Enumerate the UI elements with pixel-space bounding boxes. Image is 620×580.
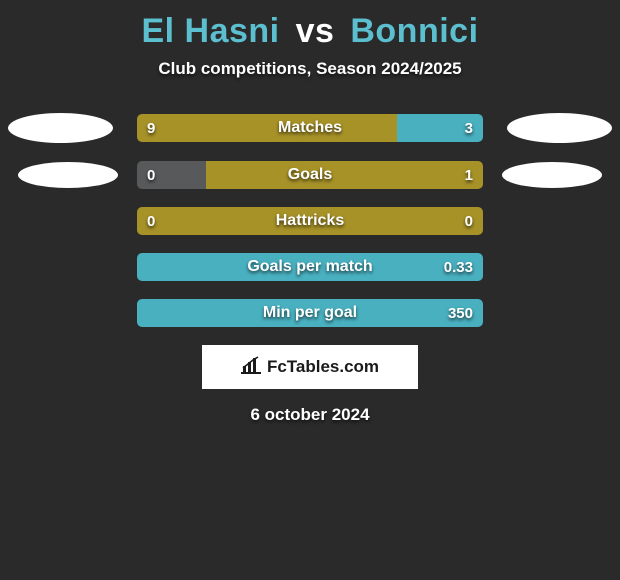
player1-name: El Hasni [141,12,279,50]
remaining-bars: 0 0 Hattricks 0.33 Goals per match 350 M… [0,207,620,327]
comparison-title: El Hasni vs Bonnici [0,0,620,51]
stat-bar-hattricks: 0 0 Hattricks [137,207,483,235]
stat-bar-min-per-goal: 350 Min per goal [137,299,483,327]
bar-label: Goals per match [137,253,483,281]
player1-badge-small [18,162,118,188]
player2-name: Bonnici [350,12,478,50]
subtitle: Club competitions, Season 2024/2025 [0,59,620,79]
player2-badge-small [502,162,602,188]
stat-bar-matches: 9 3 Matches [137,114,483,142]
date-line: 6 october 2024 [0,405,620,425]
player1-badge [8,113,113,143]
bar-label: Min per goal [137,299,483,327]
stat-bar-goals: 0 1 Goals [137,161,483,189]
row-matches: 9 3 Matches [0,113,620,143]
bar-label: Matches [137,114,483,142]
logo-text: FcTables.com [267,357,379,377]
bar-label: Hattricks [137,207,483,235]
vs-text: vs [296,12,335,50]
player2-badge [507,113,612,143]
row-goals: 0 1 Goals [0,161,620,189]
stat-bar-goals-per-match: 0.33 Goals per match [137,253,483,281]
logo-box: FcTables.com [202,345,418,389]
bar-label: Goals [137,161,483,189]
chart-icon [241,356,261,379]
